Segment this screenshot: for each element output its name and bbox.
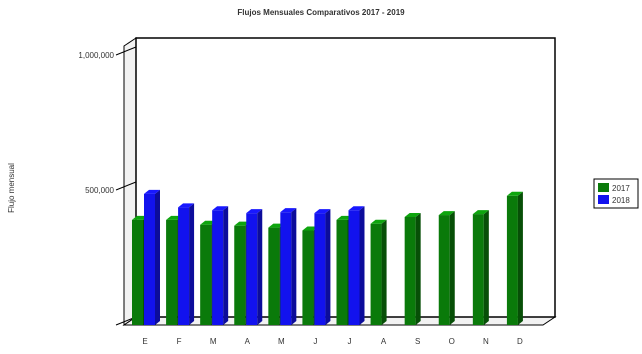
bar-2018-5	[314, 209, 331, 325]
bar-2018-3	[246, 209, 263, 325]
bar-side	[257, 209, 263, 325]
bar-side	[415, 213, 421, 325]
bar-top	[472, 210, 489, 215]
bar-front	[336, 219, 348, 325]
x-tick-label: M	[278, 337, 285, 346]
bar-front	[348, 210, 360, 325]
bar-front	[472, 214, 484, 325]
bar-side	[517, 191, 523, 325]
x-tick-label: J	[348, 337, 352, 346]
bar-front	[438, 215, 450, 325]
bar-front	[144, 193, 155, 325]
bar-front	[166, 219, 178, 325]
bar-top	[348, 206, 365, 211]
bar-side	[381, 219, 387, 325]
x-tick-label: A	[381, 337, 387, 346]
x-tick-label: A	[245, 337, 251, 346]
bar-top	[212, 206, 229, 211]
x-tick-label: E	[142, 337, 147, 346]
bar-front	[132, 219, 143, 325]
bar-2017-9	[438, 211, 455, 325]
bar-top	[506, 191, 523, 196]
bar-front	[370, 223, 382, 325]
y-tick-label: 500,000	[85, 186, 114, 195]
bar-front	[302, 230, 314, 325]
bar-side	[449, 211, 455, 325]
x-tick-label: D	[517, 337, 523, 346]
bar-2017-11	[506, 191, 523, 325]
bar-top	[314, 209, 331, 214]
bar-front	[212, 210, 224, 325]
x-tick-label: O	[449, 337, 455, 346]
bar-2018-0	[144, 189, 160, 325]
bar-2017-7	[370, 219, 387, 325]
bar-front	[506, 195, 518, 325]
bar-2018-1	[178, 203, 195, 325]
bar-front	[178, 207, 190, 325]
bar-top	[370, 219, 387, 224]
y-axis-ticks: 500,000 1,000,000	[78, 46, 137, 326]
x-tick-label: N	[483, 337, 489, 346]
bar-front	[200, 224, 212, 325]
bar-front	[234, 225, 246, 325]
legend-label: 2017	[612, 184, 630, 193]
bar-side	[325, 209, 331, 325]
bar-side	[291, 208, 297, 325]
bar-front	[246, 213, 258, 325]
bar-2018-2	[212, 206, 229, 325]
bar-front	[280, 212, 292, 325]
bar-side	[483, 210, 489, 325]
x-tick-label: F	[177, 337, 182, 346]
x-tick-label: J	[313, 337, 317, 346]
legend: 2017 2018	[593, 178, 639, 209]
bar-top	[246, 209, 263, 214]
bar-2017-10	[472, 210, 489, 325]
chart-title: Flujos Mensuales Comparativos 2017 - 201…	[237, 8, 405, 17]
bar-side	[155, 189, 160, 325]
x-tick-label: S	[415, 337, 420, 346]
legend-label: 2018	[612, 196, 630, 205]
bar-top	[144, 189, 160, 194]
bar-2018-4	[280, 208, 297, 325]
bar-front	[268, 227, 280, 325]
bar-top	[404, 213, 421, 217]
x-tick-label: M	[210, 337, 217, 346]
y-tick-label: 1,000,000	[78, 51, 114, 60]
bar-top	[280, 208, 297, 213]
bar-front	[314, 213, 326, 325]
legend-swatch	[598, 195, 609, 204]
bar-2018-6	[348, 206, 365, 325]
y-axis-label: Flujo mensual	[7, 163, 16, 213]
bar-top	[178, 203, 195, 208]
bar-side	[189, 203, 195, 325]
legend-swatch	[598, 183, 609, 192]
bar-top	[438, 211, 455, 216]
y-tick	[115, 46, 137, 56]
bars	[132, 189, 523, 325]
bar-front	[404, 217, 416, 325]
y-tick	[115, 181, 137, 191]
bar-side	[223, 206, 229, 325]
bar-side	[359, 206, 365, 325]
bar-2017-8	[404, 213, 421, 325]
